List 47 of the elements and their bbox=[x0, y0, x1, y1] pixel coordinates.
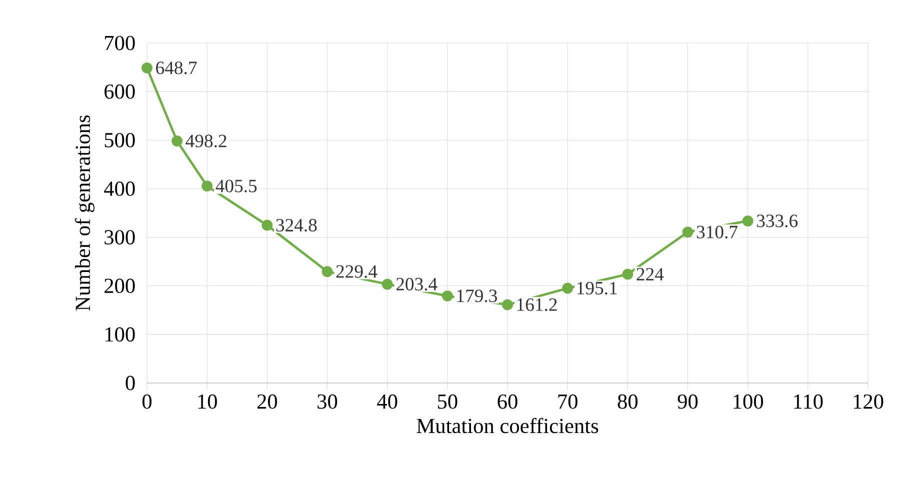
x-tick-label: 80 bbox=[618, 394, 638, 409]
data-label: 203.4 bbox=[396, 278, 438, 291]
data-label: 333.6 bbox=[757, 214, 798, 228]
x-tick-label: 0 bbox=[142, 394, 152, 409]
x-axis-title: Mutation coefficients bbox=[416, 418, 598, 434]
data-label: 405.5 bbox=[216, 180, 257, 192]
point bbox=[172, 136, 183, 146]
x-tick-label: 50 bbox=[438, 394, 458, 409]
x-tick-label: 100 bbox=[734, 394, 764, 409]
point bbox=[142, 62, 152, 74]
y-axis-title: Number of generations bbox=[74, 115, 94, 311]
point bbox=[622, 268, 634, 280]
y-tick-label: 400 bbox=[104, 182, 135, 196]
point bbox=[682, 226, 694, 238]
point bbox=[442, 290, 453, 302]
x-tick-label: 120 bbox=[854, 394, 884, 409]
point bbox=[322, 266, 333, 278]
x-tick-label: 60 bbox=[498, 394, 518, 409]
y-tick-label: 600 bbox=[104, 84, 135, 99]
x-tick-label: 110 bbox=[794, 394, 823, 409]
point bbox=[562, 282, 574, 294]
data-label: 324.8 bbox=[276, 218, 317, 232]
y-tick-label: 200 bbox=[104, 278, 135, 294]
data-label: 229.4 bbox=[336, 265, 378, 278]
point bbox=[262, 220, 273, 231]
data-label: 161.2 bbox=[517, 298, 557, 312]
y-tick-label: 300 bbox=[104, 230, 135, 244]
x-tick-label: 70 bbox=[558, 394, 578, 409]
data-label: 179.3 bbox=[457, 290, 497, 302]
point bbox=[382, 278, 393, 290]
data-label: 648.7 bbox=[156, 62, 197, 74]
point bbox=[742, 216, 754, 226]
x-tick-label: 10 bbox=[198, 394, 217, 409]
x-tick-label: 20 bbox=[257, 394, 278, 409]
x-tick-label: 30 bbox=[318, 394, 338, 409]
x-tick-label: 40 bbox=[377, 394, 398, 409]
data-label: 310.7 bbox=[696, 226, 738, 238]
y-tick-label: 0 bbox=[126, 376, 135, 390]
x-tick-label: 90 bbox=[678, 394, 698, 409]
point bbox=[202, 180, 213, 192]
y-tick-label: 100 bbox=[106, 327, 135, 342]
data-label: 498.2 bbox=[186, 134, 226, 148]
y-tick-label: 500 bbox=[104, 132, 135, 148]
y-tick-label: 700 bbox=[105, 36, 135, 50]
data-label: 195.1 bbox=[577, 282, 617, 295]
data-label: 224 bbox=[636, 268, 664, 280]
point bbox=[502, 299, 513, 310]
